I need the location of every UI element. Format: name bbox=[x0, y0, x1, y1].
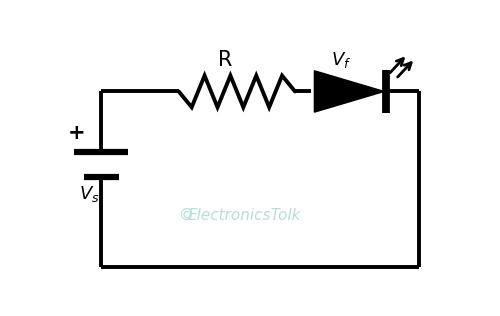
Polygon shape bbox=[314, 71, 384, 112]
Text: $V_s$: $V_s$ bbox=[79, 184, 100, 204]
Text: ©: © bbox=[179, 208, 194, 223]
Text: ElectronicsTolk: ElectronicsTolk bbox=[188, 208, 302, 223]
Text: $V_f$: $V_f$ bbox=[332, 50, 351, 70]
Text: +: + bbox=[67, 123, 85, 143]
Text: R: R bbox=[218, 50, 232, 70]
